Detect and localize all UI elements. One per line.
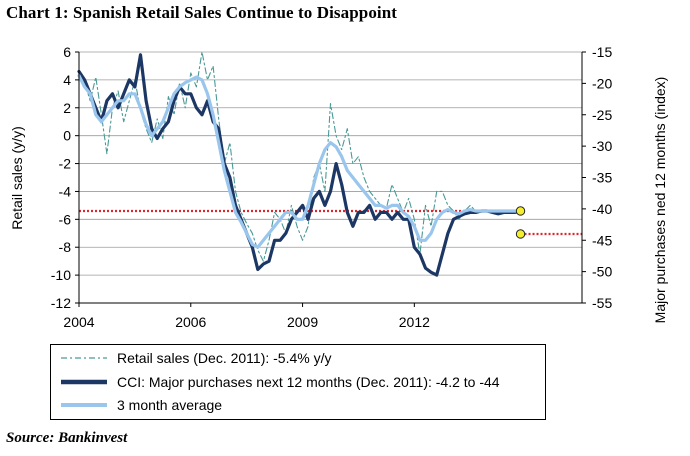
y2-tick-label: -55: [592, 295, 612, 311]
legend-swatch-3-month-average: [61, 403, 107, 407]
y-tick-label: 0: [63, 128, 71, 144]
x-tick-label: 2009: [287, 314, 318, 330]
y2-tick-label: -15: [592, 44, 612, 60]
end-markers: [515, 206, 526, 239]
source-note: Source: Bankinvest: [6, 430, 128, 446]
plot-area: [79, 52, 582, 303]
y-tick-label: -2: [59, 156, 72, 172]
y2-tick-label: -40: [592, 201, 612, 217]
chart-title: Chart 1: Spanish Retail Sales Continue t…: [6, 3, 398, 22]
y-tick-label: -10: [51, 267, 71, 283]
y-tick-label: 6: [63, 44, 71, 60]
legend: Retail sales (Dec. 2011): -5.4% y/y CCI:…: [50, 344, 546, 420]
y-tick-label: -4: [59, 183, 72, 199]
y2-axis-title: Major purchases ned 12 months (index): [652, 77, 668, 324]
axes: [75, 51, 586, 307]
y2-tick-label: -50: [592, 264, 612, 280]
legend-label-3-month-average: 3 month average: [117, 397, 223, 413]
y-tick-label: -6: [59, 211, 72, 227]
x-tick-label: 2012: [399, 314, 430, 330]
y-tick-label: 2: [63, 100, 71, 116]
legend-label-retail-sales: Retail sales (Dec. 2011): -5.4% y/y: [117, 350, 332, 366]
y2-tick-label: -20: [592, 75, 612, 91]
y2-tick-label: -45: [592, 232, 612, 248]
end-marker: [515, 229, 526, 239]
legend-swatch-cci: [61, 379, 107, 385]
x-tick-label: 2004: [63, 314, 94, 330]
legend-swatch-retail-sales: [61, 357, 107, 359]
y-axis-title: Retail sales (y/y): [9, 126, 25, 229]
legend-label-cci: CCI: Major purchases next 12 months (Dec…: [117, 374, 500, 390]
y2-tick-label: -35: [592, 170, 612, 186]
legend-item-retail-sales: Retail sales (Dec. 2011): -5.4% y/y: [59, 347, 332, 369]
y-tick-label: -8: [59, 239, 72, 255]
series-line-avg: [77, 74, 523, 249]
y2-tick-label: -25: [592, 107, 612, 123]
x-tick-label: 2006: [175, 314, 206, 330]
y-tick-label: -12: [51, 295, 71, 311]
series-line-retail: [78, 51, 522, 262]
tick-labels: 6 4 2 0 -2 -4 -6 -8 -10 -12 -15 -20 -25 -30 -35 -40 -45 -…: [51, 44, 613, 330]
series-line-cci: [77, 53, 523, 277]
y2-tick-label: -30: [592, 138, 612, 154]
y-tick-label: 4: [63, 72, 71, 88]
legend-item-cci: CCI: Major purchases next 12 months (Dec…: [59, 371, 500, 393]
series-lines: [77, 51, 523, 277]
legend-item-3-month-average: 3 month average: [59, 394, 222, 416]
end-marker: [515, 206, 526, 216]
